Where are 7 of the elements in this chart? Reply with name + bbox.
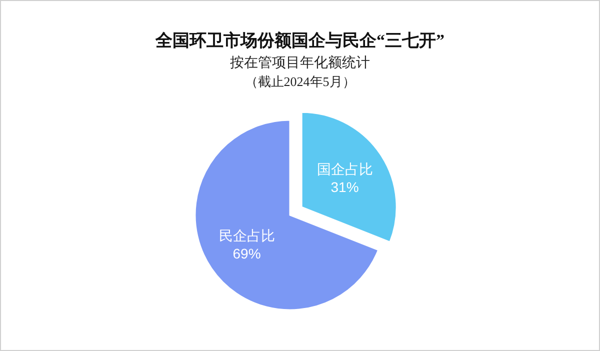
chart-subtitle: 按在管项目年化额统计	[230, 55, 370, 71]
data-label: 69%	[232, 245, 261, 262]
data-label: 31%	[330, 178, 359, 195]
slice-label: 国企占比	[316, 160, 373, 177]
text: （截止2024年5月）	[244, 74, 356, 89]
slice-label: 民企占比	[218, 227, 275, 244]
chart-title: 全国环卫市场份额国企与民企“三七开”	[154, 31, 444, 50]
